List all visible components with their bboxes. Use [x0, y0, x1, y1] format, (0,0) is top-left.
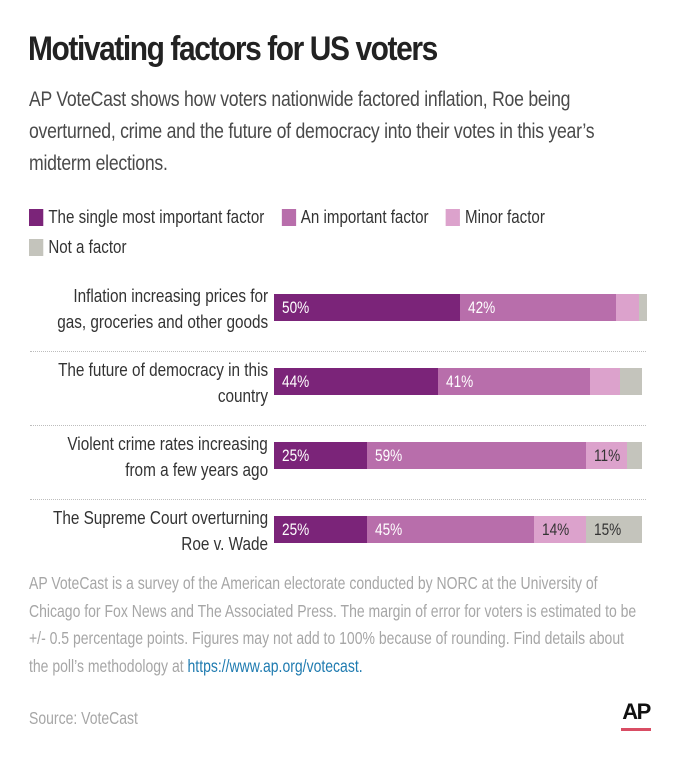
source-credit: Source: VoteCast	[29, 708, 138, 728]
category-label-line: from a few years ago	[125, 460, 268, 480]
bar-segment-single-most-important: 25%	[274, 442, 367, 469]
legend-swatch	[29, 238, 44, 256]
chart-row: The Supreme Court overturning Roe v. Wade…	[0, 505, 682, 579]
category-label: The future of democracy in this country	[0, 357, 268, 409]
legend-item-minor: Minor factor	[445, 202, 545, 232]
legend: The single most important factor An impo…	[29, 202, 634, 262]
bar-segment-important: 59%	[367, 442, 587, 469]
legend-label: An important factor	[300, 206, 429, 227]
row-divider	[30, 425, 646, 426]
bar-segment-not-a-factor	[638, 294, 647, 321]
data-label: 50%	[282, 298, 310, 317]
category-label-line: The future of democracy in this	[57, 360, 268, 380]
category-label: The Supreme Court overturning Roe v. Wade	[0, 505, 268, 557]
category-label: Inflation increasing prices for gas, groc…	[0, 283, 268, 335]
data-label: 14%	[542, 520, 570, 539]
data-label: 15%	[594, 520, 622, 539]
chart-row: Inflation increasing prices for gas, groc…	[0, 283, 682, 357]
legend-swatch	[29, 208, 44, 226]
data-label: 45%	[375, 520, 403, 539]
data-label: 25%	[282, 446, 310, 465]
bar-segment-minor	[590, 368, 620, 395]
bar-segment-not-a-factor	[619, 368, 643, 395]
bar-segment-minor	[616, 294, 639, 321]
data-label: 59%	[375, 446, 403, 465]
legend-swatch	[445, 208, 460, 226]
notes-text: AP VoteCast is a survey of the American …	[29, 573, 637, 676]
category-label-line: gas, groceries and other goods	[57, 312, 268, 332]
category-label: Violent crime rates increasing from a few…	[0, 431, 268, 483]
methodology-notes: AP VoteCast is a survey of the American …	[29, 570, 637, 680]
legend-label: The single most important factor	[48, 206, 265, 227]
category-label-line: Violent crime rates increasing	[67, 434, 268, 454]
bar-segment-single-most-important: 44%	[274, 368, 438, 395]
stacked-bar: 25% 45% 14% 15%	[274, 516, 647, 543]
bar-segment-minor: 14%	[534, 516, 587, 543]
category-label-line: Inflation increasing prices for	[73, 286, 268, 306]
data-label: 42%	[468, 298, 496, 317]
chart-row: The future of democracy in this country 44…	[0, 357, 682, 431]
bar-segment-single-most-important: 25%	[274, 516, 367, 543]
chart-title: Motivating factors for US voters	[28, 30, 438, 68]
category-label-line: Roe v. Wade	[181, 534, 268, 554]
bar-segment-important: 42%	[460, 294, 617, 321]
bar-segment-not-a-factor: 15%	[586, 516, 643, 543]
ap-logo-underline	[621, 728, 651, 731]
bar-segment-important: 41%	[437, 368, 591, 395]
ap-logo: AP	[620, 700, 652, 734]
data-label: 11%	[594, 446, 621, 465]
ap-logo-text: AP	[622, 699, 651, 724]
legend-item-not-a-factor: Not a factor	[29, 232, 126, 262]
stacked-bar-chart: Inflation increasing prices for gas, groc…	[0, 283, 682, 563]
bar-segment-important: 45%	[367, 516, 535, 543]
legend-label: Not a factor	[48, 236, 127, 257]
stacked-bar: 25% 59% 11%	[274, 442, 647, 469]
data-label: 44%	[282, 372, 310, 391]
bar-segment-minor: 11%	[586, 442, 628, 469]
chart-subtitle: AP VoteCast shows how voters nationwide …	[29, 88, 595, 175]
votecast-link[interactable]: https://www.ap.org/votecast.	[187, 655, 363, 676]
data-label: 25%	[282, 520, 310, 539]
category-label-line: The Supreme Court overturning	[52, 508, 268, 528]
legend-item-important: An important factor	[281, 202, 429, 232]
bar-segment-single-most-important: 50%	[274, 294, 460, 321]
chart-row: Violent crime rates increasing from a few…	[0, 431, 682, 505]
row-divider	[30, 351, 646, 352]
bar-segment-not-a-factor	[627, 442, 643, 469]
data-label: 41%	[445, 372, 473, 391]
legend-swatch	[281, 208, 296, 226]
stacked-bar: 50% 42%	[274, 294, 647, 321]
category-label-line: country	[217, 386, 268, 406]
row-divider	[30, 499, 646, 500]
legend-item-single-most-important: The single most important factor	[29, 202, 264, 232]
legend-label: Minor factor	[465, 206, 545, 227]
stacked-bar: 44% 41%	[274, 368, 647, 395]
